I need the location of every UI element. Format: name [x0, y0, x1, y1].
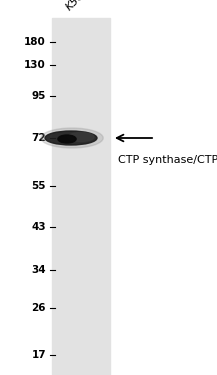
Text: 43: 43 [31, 222, 46, 232]
Text: CTP synthase/CTPS: CTP synthase/CTPS [118, 155, 217, 165]
Text: 95: 95 [32, 91, 46, 101]
Text: 72: 72 [31, 133, 46, 143]
Text: 34: 34 [31, 265, 46, 275]
Ellipse shape [45, 131, 97, 145]
Text: K562: K562 [64, 0, 92, 12]
Text: 180: 180 [24, 37, 46, 47]
Text: 55: 55 [31, 181, 46, 191]
Bar [52, 18, 110, 375]
Text: 17: 17 [31, 350, 46, 360]
Text: 26: 26 [31, 303, 46, 313]
Ellipse shape [41, 128, 103, 148]
Text: 130: 130 [24, 60, 46, 70]
Ellipse shape [58, 135, 76, 143]
Ellipse shape [68, 132, 94, 141]
